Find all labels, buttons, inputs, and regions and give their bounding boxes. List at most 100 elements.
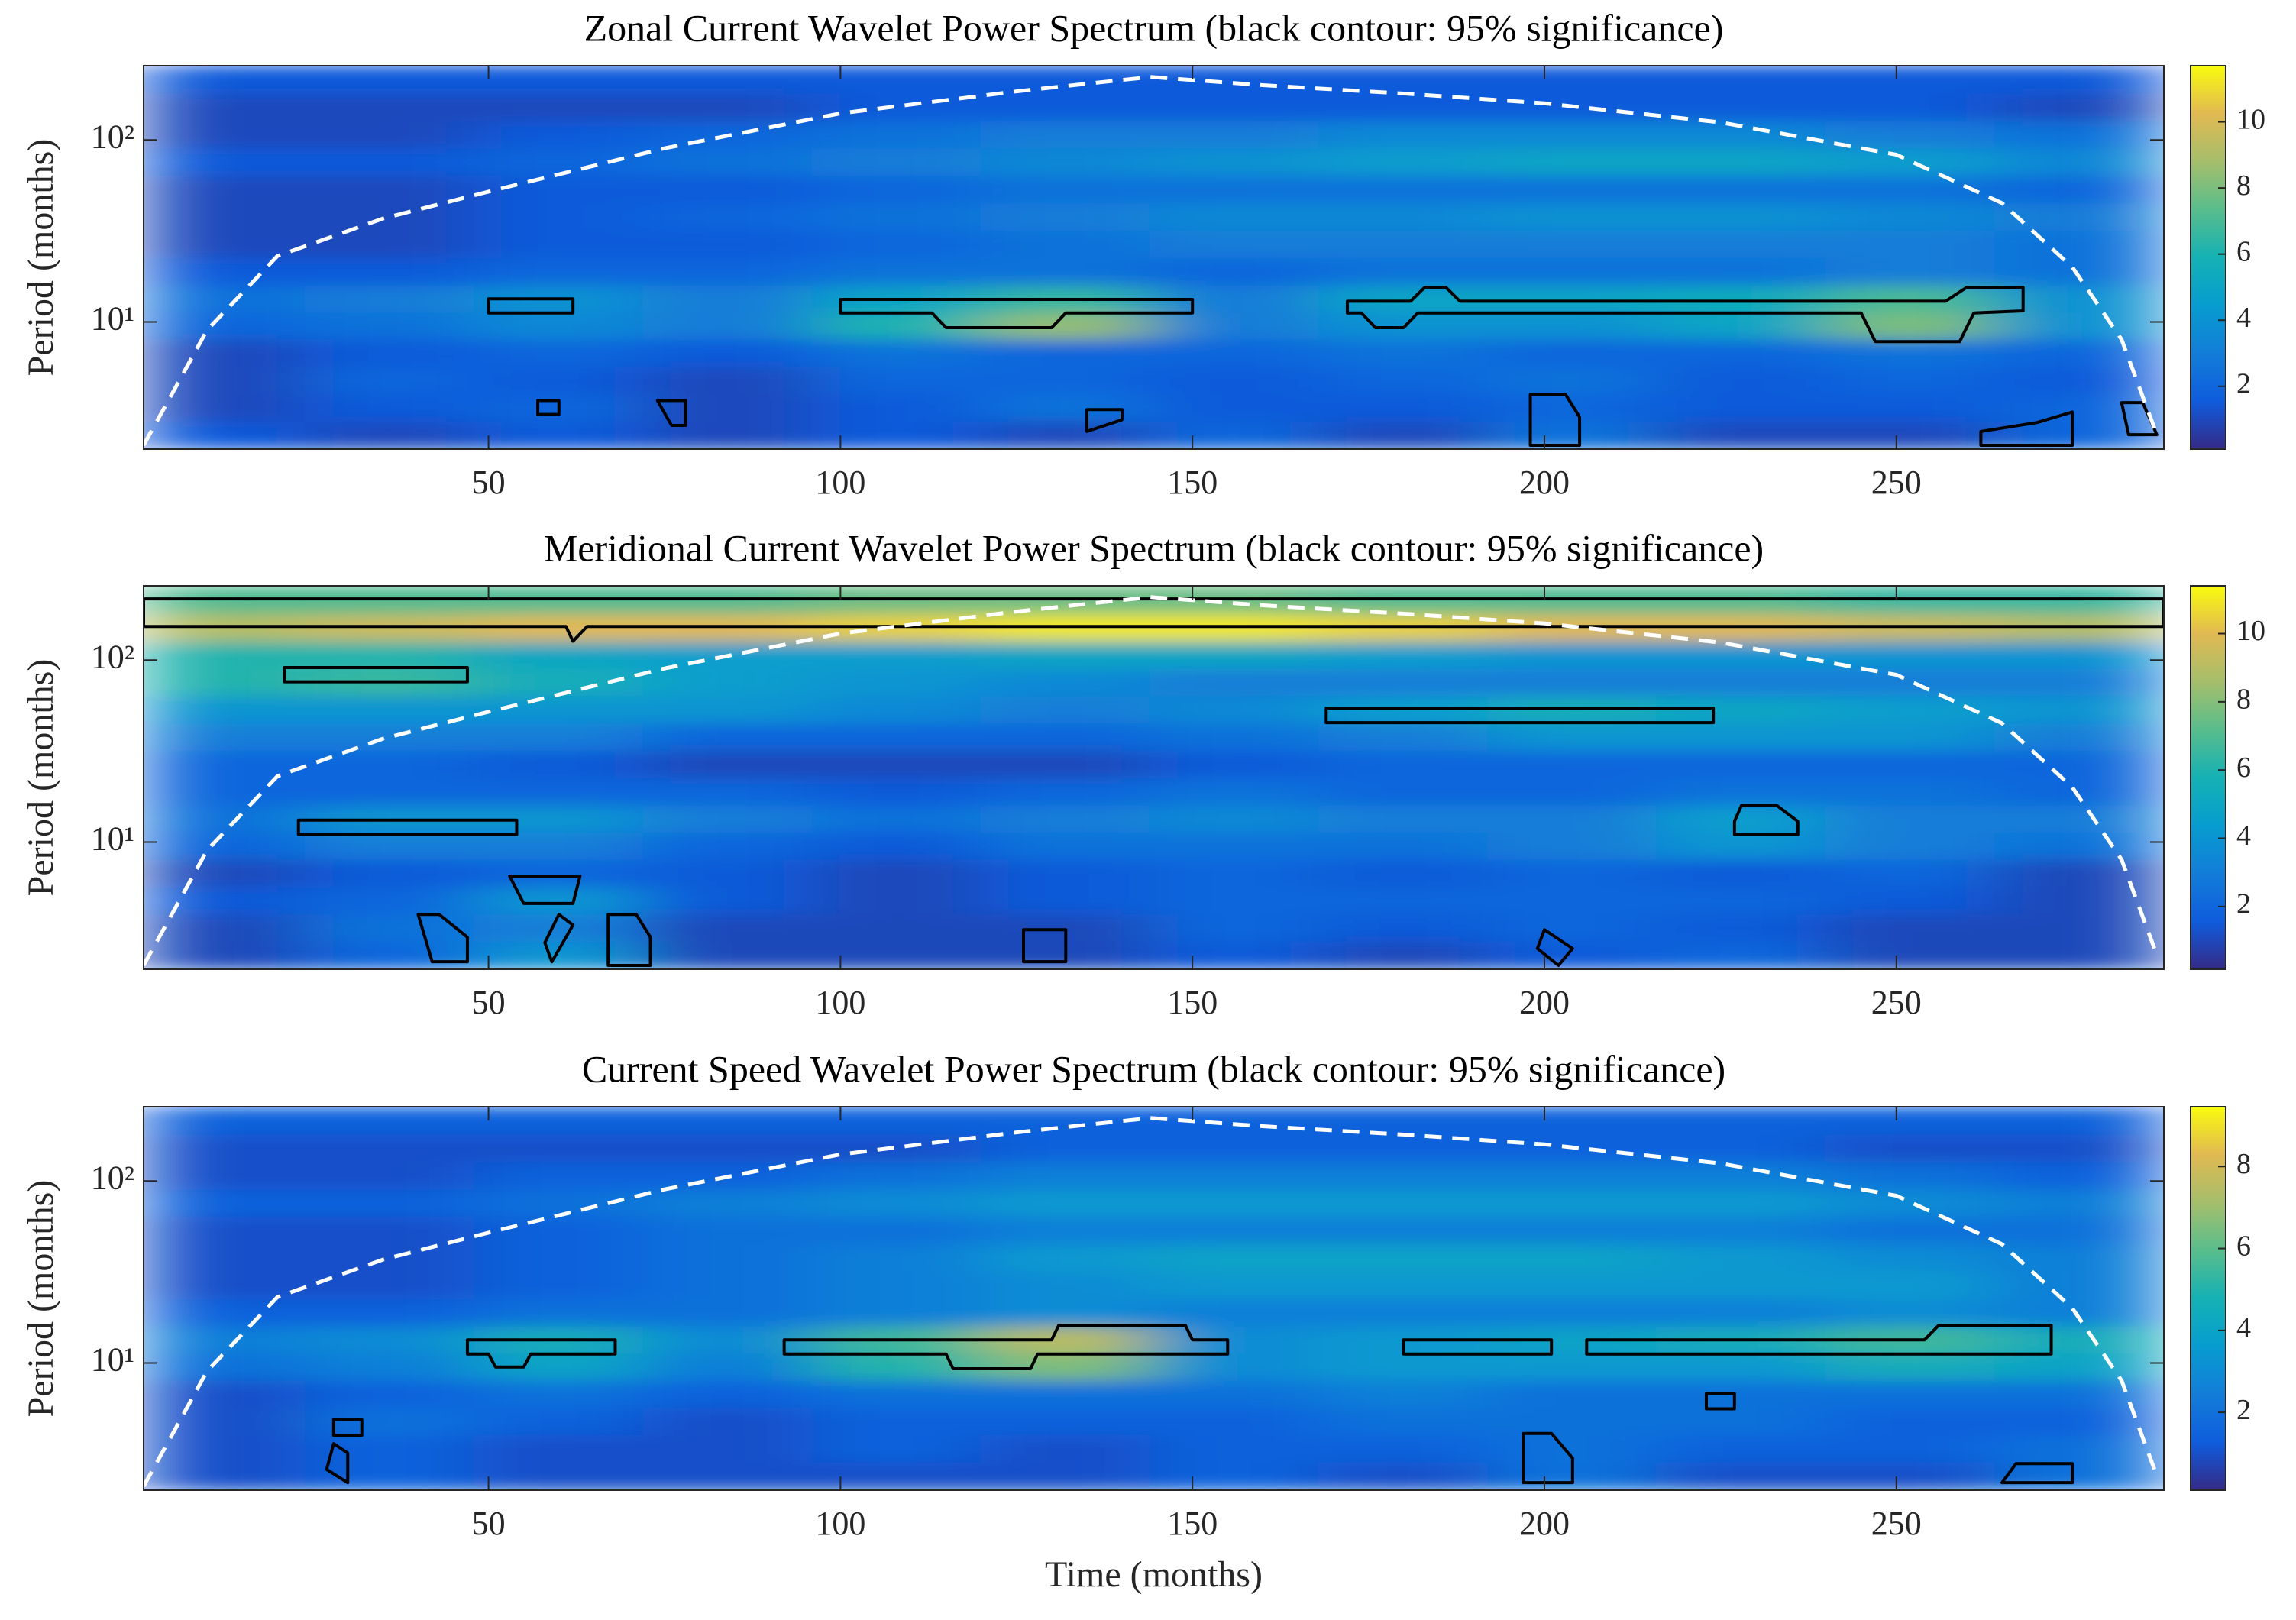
heat-cell bbox=[980, 338, 1151, 367]
heat-cell bbox=[1487, 749, 1658, 778]
heat-cell bbox=[1656, 229, 1827, 258]
significance-contour bbox=[655, 399, 687, 427]
heat-cell bbox=[980, 1434, 1151, 1463]
heat-cell bbox=[304, 119, 476, 149]
significance-contour bbox=[1585, 1324, 2053, 1356]
heat-cell bbox=[980, 1406, 1151, 1436]
heat-cell bbox=[304, 1297, 476, 1327]
heat-cell bbox=[1994, 338, 2164, 367]
heat-cell bbox=[811, 1270, 982, 1299]
heat-cell bbox=[474, 1461, 645, 1490]
x-tick-label: 100 bbox=[815, 464, 865, 501]
heat-cell bbox=[811, 694, 982, 724]
heat-cell bbox=[474, 722, 645, 752]
significance-contour bbox=[2120, 401, 2159, 437]
heat-cell bbox=[980, 229, 1151, 258]
significance-contour bbox=[144, 597, 2164, 643]
heat-cell bbox=[1994, 1297, 2164, 1327]
heat-cell bbox=[1825, 393, 1996, 422]
heat-cell bbox=[1487, 722, 1658, 752]
heat-cell bbox=[980, 639, 1151, 669]
heat-cell bbox=[1487, 119, 1658, 149]
heat-cell bbox=[474, 1379, 645, 1408]
heat-cell bbox=[304, 174, 476, 204]
y-axis-label: Period (months) bbox=[21, 1180, 61, 1418]
heat-cell bbox=[642, 420, 813, 449]
heat-cell bbox=[811, 229, 982, 258]
heat-cell bbox=[811, 174, 982, 204]
colorbar-tick-label: 10 bbox=[2236, 103, 2265, 135]
heat-cell bbox=[642, 1461, 813, 1490]
heat-cell bbox=[1656, 119, 1827, 149]
significance-contour bbox=[508, 875, 582, 905]
heat-cell bbox=[144, 1133, 306, 1162]
heat-cell bbox=[1318, 1379, 1489, 1408]
heat-cell bbox=[1318, 722, 1489, 752]
heat-cell bbox=[144, 119, 306, 149]
heat-cell bbox=[642, 694, 813, 724]
heat-cell bbox=[980, 92, 1151, 121]
heat-cell bbox=[642, 1243, 813, 1272]
heatmap bbox=[144, 586, 2164, 969]
heat-cell bbox=[1149, 1215, 1321, 1245]
heat-cell bbox=[1149, 256, 1321, 286]
heat-cell bbox=[1825, 1352, 1996, 1381]
heat-cell bbox=[1149, 420, 1321, 449]
heat-cell bbox=[811, 749, 982, 778]
heat-cell bbox=[980, 147, 1151, 176]
significance-contour bbox=[1402, 1338, 1554, 1356]
heat-cell bbox=[1825, 311, 1996, 340]
heat-cell bbox=[980, 1107, 1151, 1135]
heatmap-cells bbox=[144, 66, 2164, 449]
heat-cell bbox=[144, 1461, 306, 1490]
heat-cell bbox=[304, 1133, 476, 1162]
heat-cell bbox=[980, 885, 1151, 915]
heat-cell bbox=[1149, 749, 1321, 778]
heat-cell bbox=[1994, 639, 2164, 669]
heat-cell bbox=[1318, 256, 1489, 286]
heat-cell bbox=[1487, 1379, 1658, 1408]
heat-cell bbox=[1825, 1379, 1996, 1408]
heat-cell bbox=[642, 1270, 813, 1299]
heat-cell bbox=[1825, 831, 1996, 860]
heat-cell bbox=[980, 1160, 1151, 1190]
heat-cell bbox=[304, 283, 476, 313]
heat-cell bbox=[1149, 804, 1321, 833]
heat-cell bbox=[811, 338, 982, 367]
significance-contour bbox=[1979, 410, 2074, 447]
heatmap-cells bbox=[144, 586, 2164, 969]
heat-cell bbox=[1149, 1107, 1321, 1135]
heat-cell bbox=[811, 66, 982, 94]
heat-cell bbox=[811, 119, 982, 149]
heat-cell bbox=[1825, 1270, 1996, 1299]
heat-cell bbox=[1656, 1379, 1827, 1408]
heat-cell bbox=[1318, 338, 1489, 367]
heat-cell bbox=[1994, 229, 2164, 258]
heat-cell bbox=[1656, 940, 1827, 969]
heat-cell bbox=[144, 1434, 306, 1463]
heatmap bbox=[144, 66, 2164, 449]
heat-cell bbox=[1825, 1188, 1996, 1217]
heat-cell bbox=[980, 365, 1151, 395]
heat-cell bbox=[1994, 667, 2164, 697]
heat-cell bbox=[1656, 1297, 1827, 1327]
heat-cell bbox=[1656, 147, 1827, 176]
chart-title: Current Speed Wavelet Power Spectrum (bl… bbox=[582, 1047, 1725, 1090]
heat-cell bbox=[1149, 885, 1321, 915]
heat-cell bbox=[1656, 420, 1827, 449]
heat-cell bbox=[304, 393, 476, 422]
heat-cell bbox=[474, 1434, 645, 1463]
heat-cell bbox=[1487, 1188, 1658, 1217]
heat-cell bbox=[304, 858, 476, 888]
heat-cell bbox=[474, 119, 645, 149]
axes-box bbox=[143, 585, 2165, 970]
heat-cell bbox=[811, 1434, 982, 1463]
heat-cell bbox=[1994, 1215, 2164, 1245]
x-tick-label: 200 bbox=[1519, 1505, 1570, 1542]
heat-cell bbox=[1825, 1243, 1996, 1272]
heat-cell bbox=[1318, 1434, 1489, 1463]
y-tick-label: 10¹ bbox=[91, 300, 134, 338]
heat-cell bbox=[1656, 667, 1827, 697]
significance-contour bbox=[1528, 393, 1582, 447]
heat-cell bbox=[642, 1107, 813, 1135]
